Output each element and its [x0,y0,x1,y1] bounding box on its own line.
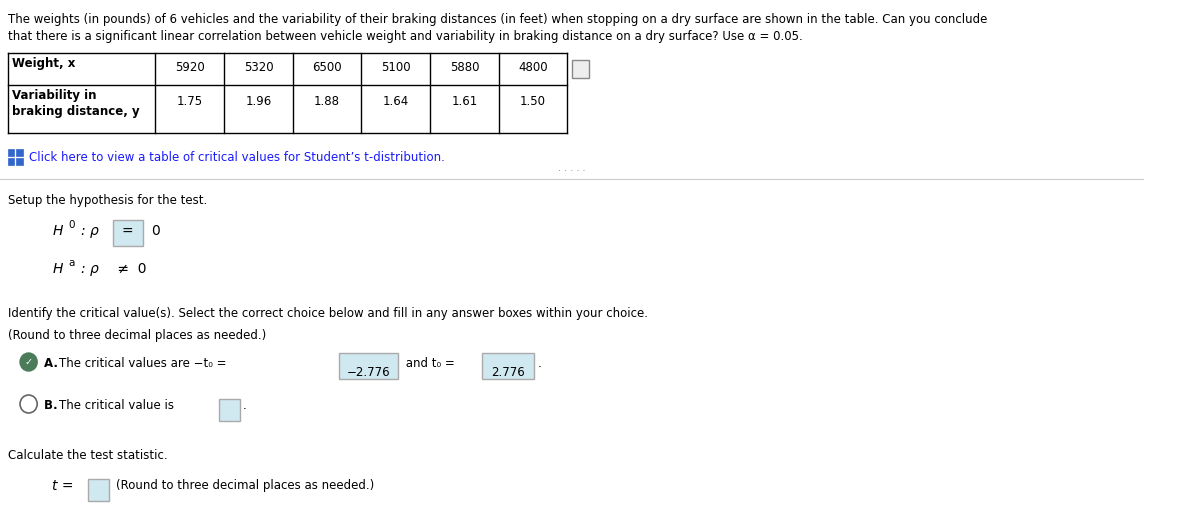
Text: 4800: 4800 [518,61,548,74]
Text: H: H [53,224,62,238]
Text: 5100: 5100 [380,61,410,74]
Text: 5320: 5320 [244,61,274,74]
Bar [7,149,14,156]
Bar [17,149,23,156]
Bar [572,60,589,78]
Text: a: a [68,258,76,268]
Bar [88,479,109,501]
Text: The weights (in pounds) of 6 vehicles and the variability of their braking dista: The weights (in pounds) of 6 vehicles an… [7,13,988,26]
Text: 1.50: 1.50 [520,95,546,108]
Text: (Round to three decimal places as needed.): (Round to three decimal places as needed… [116,479,374,492]
Bar [17,158,23,165]
Text: : ρ: : ρ [82,224,98,238]
Text: ≠  0: ≠ 0 [113,262,146,276]
Text: 1.75: 1.75 [176,95,203,108]
Bar [7,158,14,165]
Text: Variability in
braking distance, y: Variability in braking distance, y [12,89,140,118]
Text: 1.64: 1.64 [383,95,409,108]
Text: The critical values are −t₀ =: The critical values are −t₀ = [59,357,230,370]
Text: A.: A. [44,357,66,370]
Text: 6500: 6500 [312,61,342,74]
Text: (Round to three decimal places as needed.): (Round to three decimal places as needed… [7,329,266,342]
Text: : ρ: : ρ [82,262,98,276]
Text: Weight, x: Weight, x [12,57,76,70]
Text: ✓: ✓ [24,357,32,367]
Text: B.: B. [44,399,66,412]
Text: Setup the hypothesis for the test.: Setup the hypothesis for the test. [7,194,206,207]
Text: 5920: 5920 [175,61,205,74]
Text: 0: 0 [68,220,76,230]
Circle shape [20,395,37,413]
Text: 1.88: 1.88 [314,95,340,108]
Text: H: H [53,262,62,276]
Text: Identify the critical value(s). Select the correct choice below and fill in any : Identify the critical value(s). Select t… [7,307,648,320]
Bar [113,220,143,246]
Text: · · · · ·: · · · · · [558,166,586,176]
Text: −2.776: −2.776 [347,366,390,379]
Text: 1.96: 1.96 [245,95,271,108]
Text: 1.61: 1.61 [451,95,478,108]
Text: .: . [244,399,247,412]
Bar [220,399,240,421]
Text: t =: t = [53,479,74,493]
Text: =: = [122,225,133,239]
Text: The critical value is: The critical value is [59,399,174,412]
Text: that there is a significant linear correlation between vehicle weight and variab: that there is a significant linear corre… [7,30,803,43]
Text: .: . [538,357,541,370]
Text: 0: 0 [151,224,160,238]
Text: 5880: 5880 [450,61,479,74]
Text: Click here to view a table of critical values for Student’s t-distribution.: Click here to view a table of critical v… [29,151,444,164]
Bar [338,353,397,379]
Bar [481,353,534,379]
Circle shape [20,353,37,371]
Text: and t₀ =: and t₀ = [402,357,458,370]
Text: 2.776: 2.776 [491,366,524,379]
Text: Calculate the test statistic.: Calculate the test statistic. [7,449,167,462]
